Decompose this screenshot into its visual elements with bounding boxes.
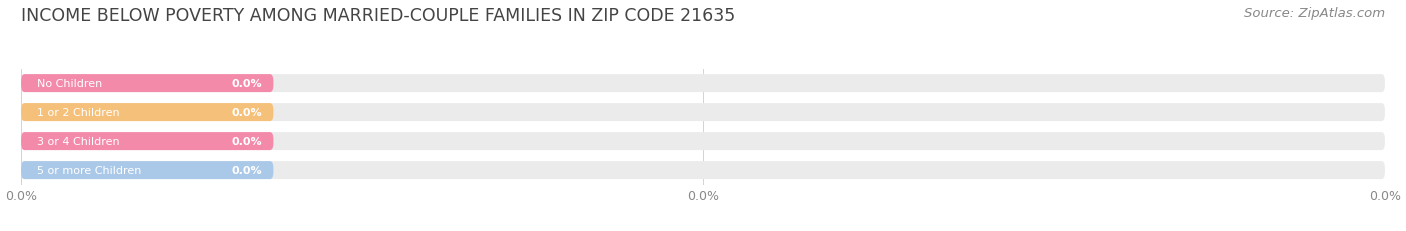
Text: 0.0%: 0.0%: [232, 79, 263, 89]
Text: INCOME BELOW POVERTY AMONG MARRIED-COUPLE FAMILIES IN ZIP CODE 21635: INCOME BELOW POVERTY AMONG MARRIED-COUPL…: [21, 7, 735, 25]
Text: 0.0%: 0.0%: [232, 137, 263, 146]
Text: Source: ZipAtlas.com: Source: ZipAtlas.com: [1244, 7, 1385, 20]
FancyBboxPatch shape: [21, 133, 1385, 150]
FancyBboxPatch shape: [21, 104, 273, 122]
Text: No Children: No Children: [38, 79, 103, 89]
FancyBboxPatch shape: [21, 161, 1385, 179]
Text: 5 or more Children: 5 or more Children: [38, 165, 142, 175]
FancyBboxPatch shape: [21, 133, 273, 150]
Text: 1 or 2 Children: 1 or 2 Children: [38, 108, 120, 118]
FancyBboxPatch shape: [21, 161, 273, 179]
Text: 0.0%: 0.0%: [232, 108, 263, 118]
FancyBboxPatch shape: [21, 75, 273, 93]
FancyBboxPatch shape: [21, 104, 1385, 122]
Text: 0.0%: 0.0%: [232, 165, 263, 175]
FancyBboxPatch shape: [21, 75, 1385, 93]
Text: 3 or 4 Children: 3 or 4 Children: [38, 137, 120, 146]
